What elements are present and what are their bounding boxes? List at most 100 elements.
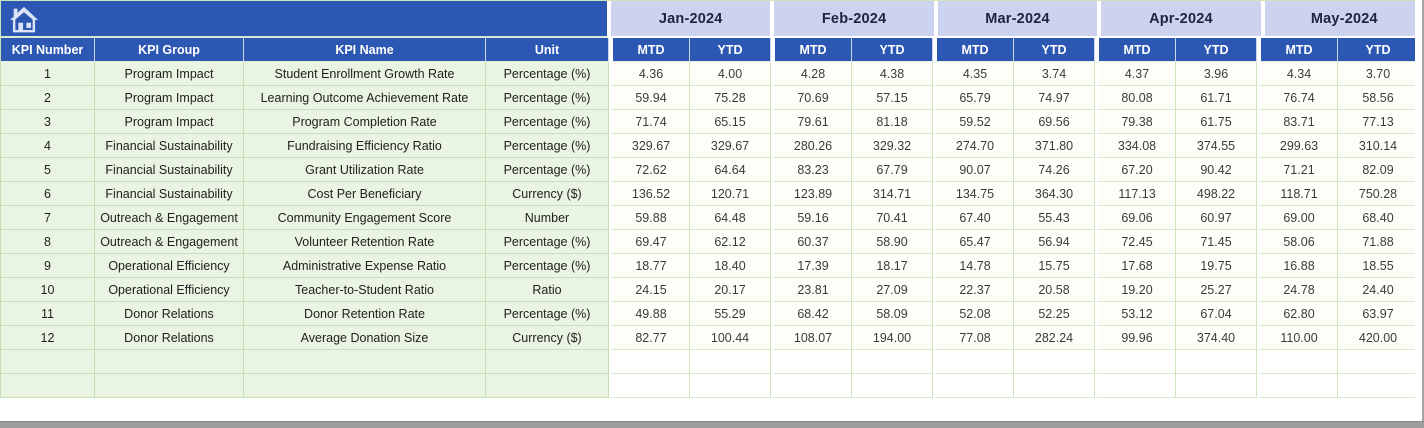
empty-cell[interactable] — [690, 374, 771, 398]
value-cell[interactable]: 64.64 — [690, 158, 771, 182]
value-cell[interactable]: 83.23 — [771, 158, 852, 182]
value-cell[interactable]: 83.71 — [1257, 110, 1338, 134]
empty-cell[interactable] — [486, 350, 609, 374]
value-cell[interactable]: 16.88 — [1257, 254, 1338, 278]
value-cell[interactable]: 77.13 — [1338, 110, 1419, 134]
value-cell[interactable]: 19.20 — [1095, 278, 1176, 302]
value-cell[interactable]: 59.52 — [933, 110, 1014, 134]
value-cell[interactable]: 3.74 — [1014, 62, 1095, 86]
row-group-cell[interactable]: Outreach & Engagement — [95, 230, 244, 254]
value-cell[interactable]: 69.06 — [1095, 206, 1176, 230]
value-cell[interactable]: 20.58 — [1014, 278, 1095, 302]
value-cell[interactable]: 81.18 — [852, 110, 933, 134]
row-name-cell[interactable]: Cost Per Beneficiary — [244, 182, 486, 206]
value-cell[interactable]: 90.07 — [933, 158, 1014, 182]
value-cell[interactable]: 280.26 — [771, 134, 852, 158]
empty-cell[interactable] — [1095, 374, 1176, 398]
empty-cell[interactable] — [609, 374, 690, 398]
col-header-kpi-name[interactable]: KPI Name — [244, 38, 486, 62]
value-cell[interactable]: 71.74 — [609, 110, 690, 134]
row-unit-cell[interactable]: Percentage (%) — [486, 62, 609, 86]
row-number-cell[interactable]: 12 — [1, 326, 95, 350]
value-cell[interactable]: 52.08 — [933, 302, 1014, 326]
value-cell[interactable]: 3.70 — [1338, 62, 1419, 86]
row-name-cell[interactable]: Teacher-to-Student Ratio — [244, 278, 486, 302]
value-cell[interactable]: 20.17 — [690, 278, 771, 302]
value-cell[interactable]: 134.75 — [933, 182, 1014, 206]
row-name-cell[interactable]: Grant Utilization Rate — [244, 158, 486, 182]
value-cell[interactable]: 70.41 — [852, 206, 933, 230]
col-header-ytd[interactable]: YTD — [852, 38, 933, 62]
value-cell[interactable]: 49.88 — [609, 302, 690, 326]
value-cell[interactable]: 65.47 — [933, 230, 1014, 254]
value-cell[interactable]: 82.77 — [609, 326, 690, 350]
row-number-cell[interactable]: 10 — [1, 278, 95, 302]
row-unit-cell[interactable]: Percentage (%) — [486, 110, 609, 134]
value-cell[interactable]: 420.00 — [1338, 326, 1419, 350]
value-cell[interactable]: 58.56 — [1338, 86, 1419, 110]
value-cell[interactable]: 69.47 — [609, 230, 690, 254]
month-header-jan[interactable]: Jan-2024 — [607, 1, 771, 38]
row-name-cell[interactable]: Student Enrollment Growth Rate — [244, 62, 486, 86]
value-cell[interactable]: 14.78 — [933, 254, 1014, 278]
value-cell[interactable]: 19.75 — [1176, 254, 1257, 278]
value-cell[interactable]: 498.22 — [1176, 182, 1257, 206]
value-cell[interactable]: 69.00 — [1257, 206, 1338, 230]
value-cell[interactable]: 18.17 — [852, 254, 933, 278]
empty-cell[interactable] — [852, 374, 933, 398]
row-unit-cell[interactable]: Percentage (%) — [486, 134, 609, 158]
value-cell[interactable]: 18.77 — [609, 254, 690, 278]
value-cell[interactable]: 4.34 — [1257, 62, 1338, 86]
value-cell[interactable]: 63.97 — [1338, 302, 1419, 326]
row-group-cell[interactable]: Donor Relations — [95, 326, 244, 350]
value-cell[interactable]: 57.15 — [852, 86, 933, 110]
col-header-kpi-group[interactable]: KPI Group — [95, 38, 244, 62]
value-cell[interactable]: 23.81 — [771, 278, 852, 302]
col-header-unit[interactable]: Unit — [486, 38, 609, 62]
value-cell[interactable]: 58.09 — [852, 302, 933, 326]
col-header-ytd[interactable]: YTD — [1014, 38, 1095, 62]
value-cell[interactable]: 53.12 — [1095, 302, 1176, 326]
value-cell[interactable]: 71.21 — [1257, 158, 1338, 182]
col-header-mtd[interactable]: MTD — [609, 38, 690, 62]
row-group-cell[interactable]: Donor Relations — [95, 302, 244, 326]
value-cell[interactable]: 67.04 — [1176, 302, 1257, 326]
value-cell[interactable]: 74.97 — [1014, 86, 1095, 110]
empty-cell[interactable] — [244, 374, 486, 398]
row-unit-cell[interactable]: Ratio — [486, 278, 609, 302]
row-group-cell[interactable]: Financial Sustainability — [95, 182, 244, 206]
value-cell[interactable]: 71.45 — [1176, 230, 1257, 254]
empty-cell[interactable] — [1014, 374, 1095, 398]
value-cell[interactable]: 4.38 — [852, 62, 933, 86]
value-cell[interactable]: 82.09 — [1338, 158, 1419, 182]
value-cell[interactable]: 4.00 — [690, 62, 771, 86]
row-group-cell[interactable]: Program Impact — [95, 62, 244, 86]
home-button[interactable] — [0, 1, 607, 38]
empty-cell[interactable] — [1176, 350, 1257, 374]
row-unit-cell[interactable]: Percentage (%) — [486, 302, 609, 326]
row-number-cell[interactable]: 11 — [1, 302, 95, 326]
empty-cell[interactable] — [1257, 350, 1338, 374]
col-header-ytd[interactable]: YTD — [1338, 38, 1419, 62]
empty-cell[interactable] — [609, 350, 690, 374]
empty-cell[interactable] — [1176, 374, 1257, 398]
value-cell[interactable]: 100.44 — [690, 326, 771, 350]
value-cell[interactable]: 72.62 — [609, 158, 690, 182]
row-number-cell[interactable]: 3 — [1, 110, 95, 134]
value-cell[interactable]: 71.88 — [1338, 230, 1419, 254]
row-name-cell[interactable]: Fundraising Efficiency Ratio — [244, 134, 486, 158]
value-cell[interactable]: 69.56 — [1014, 110, 1095, 134]
value-cell[interactable]: 18.55 — [1338, 254, 1419, 278]
value-cell[interactable]: 118.71 — [1257, 182, 1338, 206]
row-name-cell[interactable]: Average Donation Size — [244, 326, 486, 350]
row-name-cell[interactable]: Community Engagement Score — [244, 206, 486, 230]
value-cell[interactable]: 99.96 — [1095, 326, 1176, 350]
row-group-cell[interactable]: Operational Efficiency — [95, 278, 244, 302]
empty-cell[interactable] — [244, 350, 486, 374]
empty-cell[interactable] — [1, 374, 95, 398]
value-cell[interactable]: 61.71 — [1176, 86, 1257, 110]
value-cell[interactable]: 68.42 — [771, 302, 852, 326]
empty-cell[interactable] — [486, 374, 609, 398]
value-cell[interactable]: 24.40 — [1338, 278, 1419, 302]
col-header-mtd[interactable]: MTD — [1095, 38, 1176, 62]
